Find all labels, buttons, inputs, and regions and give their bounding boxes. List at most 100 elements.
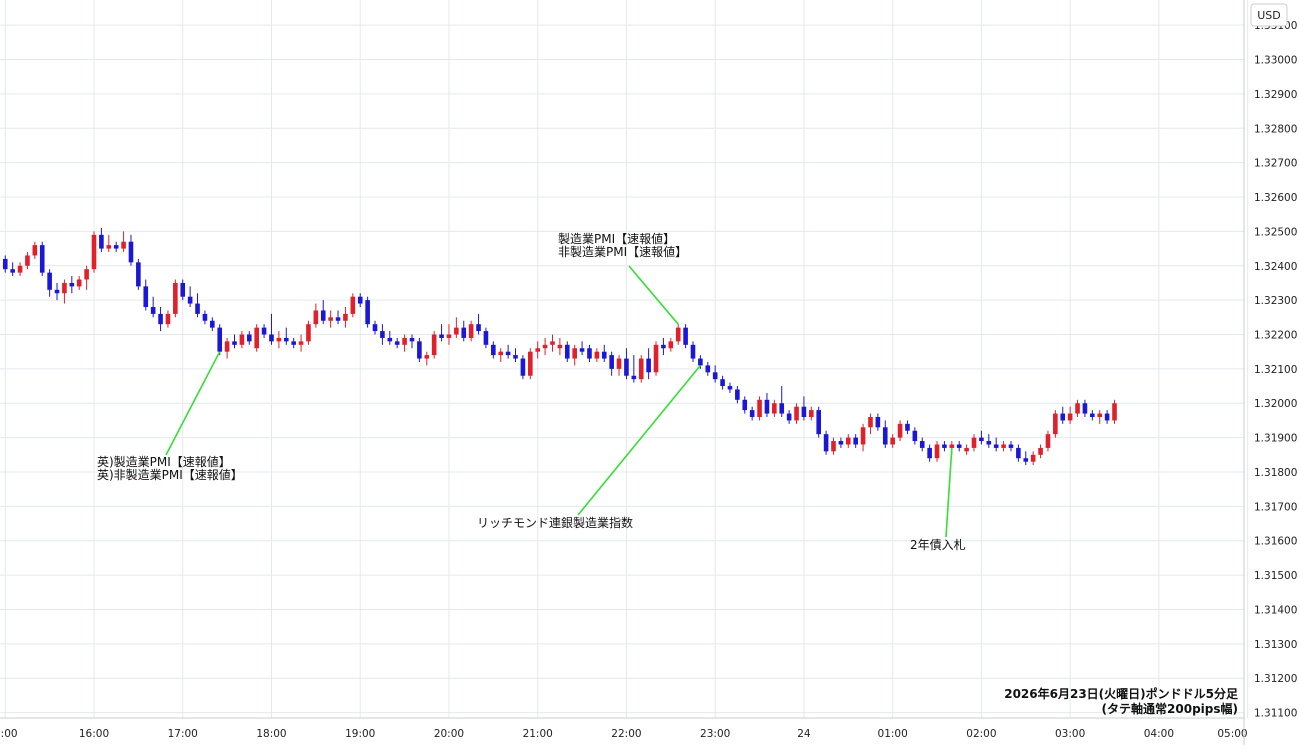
candle-body bbox=[91, 234, 97, 270]
candle bbox=[993, 437, 999, 452]
candle-body bbox=[1075, 403, 1080, 414]
candle bbox=[25, 252, 30, 270]
annotation-label: 英)製造業PMI【速報値】 bbox=[97, 454, 231, 469]
candle bbox=[712, 365, 718, 383]
candle-body bbox=[357, 296, 363, 304]
candle bbox=[513, 348, 518, 362]
y-tick-label: 1.32300 bbox=[1254, 295, 1297, 307]
candle-body bbox=[809, 410, 814, 417]
candle-body bbox=[934, 444, 940, 459]
candle bbox=[328, 310, 333, 328]
candle-body bbox=[572, 348, 577, 359]
grid-lines bbox=[0, 0, 1249, 718]
candle-body bbox=[927, 447, 932, 459]
candle-body bbox=[897, 423, 903, 438]
candle bbox=[180, 279, 186, 301]
x-tick-label: 20:00 bbox=[434, 728, 464, 740]
candle bbox=[283, 327, 289, 345]
candle bbox=[394, 337, 400, 349]
candle-body bbox=[394, 341, 400, 345]
candle-body bbox=[838, 441, 844, 445]
candle-body bbox=[816, 410, 822, 435]
candle-body bbox=[831, 441, 836, 452]
candle bbox=[638, 355, 644, 383]
annotation-pointer-line bbox=[628, 265, 679, 325]
candle-body bbox=[794, 406, 799, 421]
annotation-pointer-line bbox=[577, 364, 702, 516]
candle bbox=[402, 334, 407, 352]
candle bbox=[587, 344, 592, 362]
candle bbox=[572, 344, 577, 366]
candle-body bbox=[609, 355, 614, 369]
candle bbox=[202, 310, 208, 325]
candle bbox=[439, 324, 444, 342]
candle-body bbox=[653, 344, 659, 373]
candle-body bbox=[764, 399, 770, 414]
candle bbox=[173, 279, 178, 318]
candle-body bbox=[380, 331, 385, 338]
annotation-label: 製造業PMI【速報値】 bbox=[558, 231, 675, 246]
candle-body bbox=[601, 351, 607, 359]
candle-body bbox=[720, 379, 725, 387]
candle bbox=[62, 279, 67, 304]
candle bbox=[705, 362, 711, 376]
candle-body bbox=[409, 337, 415, 342]
candle bbox=[417, 337, 422, 362]
candle-body bbox=[513, 355, 518, 359]
candle bbox=[816, 406, 822, 438]
candle-body bbox=[964, 447, 969, 452]
candle-body bbox=[491, 344, 496, 356]
candle-body bbox=[1023, 458, 1029, 462]
candle-body bbox=[772, 403, 777, 414]
candle bbox=[335, 310, 341, 325]
candle-body bbox=[402, 337, 407, 345]
candles bbox=[2, 227, 1117, 466]
candle bbox=[594, 348, 600, 362]
candle-body bbox=[1008, 444, 1014, 448]
currency-badge[interactable]: USD bbox=[1250, 3, 1288, 27]
candle-body bbox=[424, 355, 430, 359]
event-annotation: 2年債入札 bbox=[910, 447, 966, 552]
candle-body bbox=[54, 289, 60, 294]
candle bbox=[1038, 444, 1043, 459]
currency-badge-box[interactable] bbox=[1250, 3, 1288, 27]
candle-body bbox=[76, 279, 82, 287]
chart-caption-line1: 2026年6月23日(火曜日)ポンドドル5分足 bbox=[1004, 686, 1238, 701]
candle bbox=[735, 386, 740, 404]
x-tick-label: 05:00 bbox=[1217, 728, 1247, 740]
candle-body bbox=[187, 296, 193, 304]
candle bbox=[986, 434, 992, 448]
candle bbox=[1075, 399, 1080, 417]
candle-body bbox=[387, 337, 393, 342]
candle-body bbox=[979, 437, 984, 442]
candle bbox=[772, 399, 777, 417]
candle bbox=[505, 344, 511, 359]
x-tick-label: 02:00 bbox=[966, 728, 996, 740]
candle-body bbox=[727, 386, 733, 390]
candle-body bbox=[557, 344, 563, 349]
annotation-pointer-line bbox=[945, 447, 953, 538]
candle-body bbox=[431, 334, 437, 356]
candle bbox=[956, 441, 962, 452]
candle bbox=[964, 444, 969, 455]
candle bbox=[1001, 441, 1006, 452]
candle-body bbox=[476, 324, 481, 332]
candle bbox=[809, 406, 814, 421]
candle bbox=[76, 276, 82, 290]
candle-body bbox=[99, 234, 104, 249]
candle-body bbox=[1067, 413, 1073, 421]
candle-body bbox=[483, 331, 489, 345]
candle-body bbox=[1104, 413, 1110, 421]
candle-body bbox=[779, 403, 785, 414]
candle bbox=[461, 320, 467, 342]
candle-body bbox=[365, 300, 370, 325]
candle bbox=[801, 396, 807, 421]
candle bbox=[483, 327, 489, 349]
candle-body bbox=[202, 313, 208, 321]
candle-body bbox=[882, 427, 888, 445]
candle bbox=[246, 331, 252, 345]
candle bbox=[128, 234, 134, 266]
y-tick-label: 1.32700 bbox=[1254, 158, 1297, 170]
candle-body bbox=[439, 334, 444, 338]
